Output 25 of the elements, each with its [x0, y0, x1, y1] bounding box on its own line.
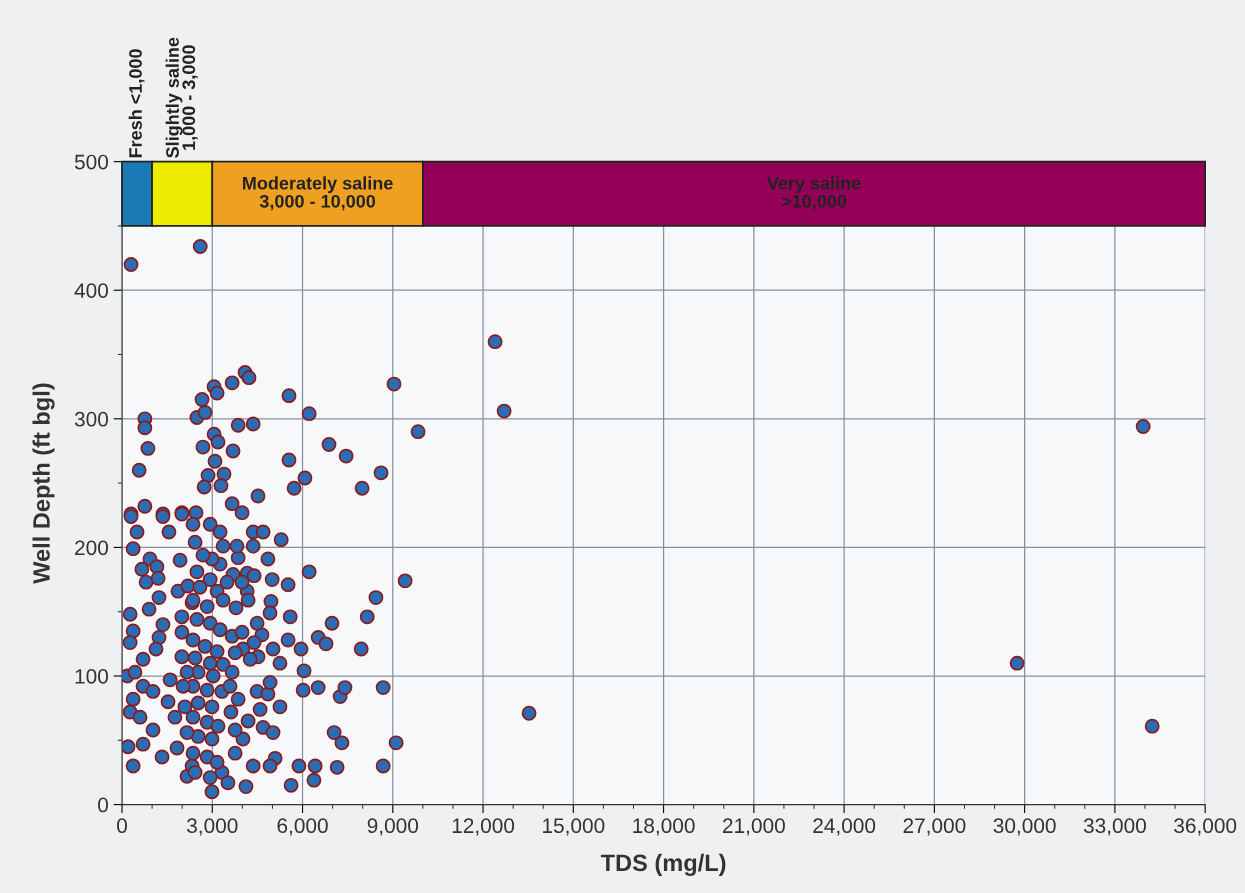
x-tick-label: 9,000 — [367, 818, 419, 836]
band-label: Fresh <1,000 — [128, 49, 145, 158]
x-tick-label: 30,000 — [993, 818, 1056, 836]
x-tick-label: 12,000 — [452, 818, 515, 836]
band-label: Moderately saline 3,000 - 10,000 — [243, 176, 393, 211]
x-tick-label: 27,000 — [903, 818, 966, 836]
x-tick-label: 0 — [117, 818, 127, 834]
x-tick-label: 21,000 — [723, 818, 785, 836]
x-tick-label: 15,000 — [543, 818, 605, 836]
band-label: Slightly saline 1,000 - 3,000 — [165, 37, 198, 158]
x-tick-label: 3,000 — [187, 818, 238, 836]
y-tick-label: 500 — [74, 154, 108, 170]
x-tick-label: 33,000 — [1083, 818, 1146, 836]
y-tick-label: 400 — [74, 283, 108, 298]
x-tick-label: 24,000 — [813, 818, 876, 836]
x-tick-label: 6,000 — [277, 818, 328, 836]
y-tick-label: 300 — [74, 411, 108, 427]
y-axis-title: Well Depth (ft bgl) — [32, 383, 55, 584]
y-tick-label: 0 — [98, 797, 108, 813]
x-tick-label: 18,000 — [633, 818, 695, 836]
y-tick-label: 200 — [75, 540, 108, 556]
y-tick-label: 100 — [75, 669, 108, 684]
x-axis-title: TDS (mg/L) — [600, 853, 726, 876]
band-label: Very saline >10,000 — [766, 176, 861, 211]
x-tick-label: 36,000 — [1174, 818, 1237, 836]
